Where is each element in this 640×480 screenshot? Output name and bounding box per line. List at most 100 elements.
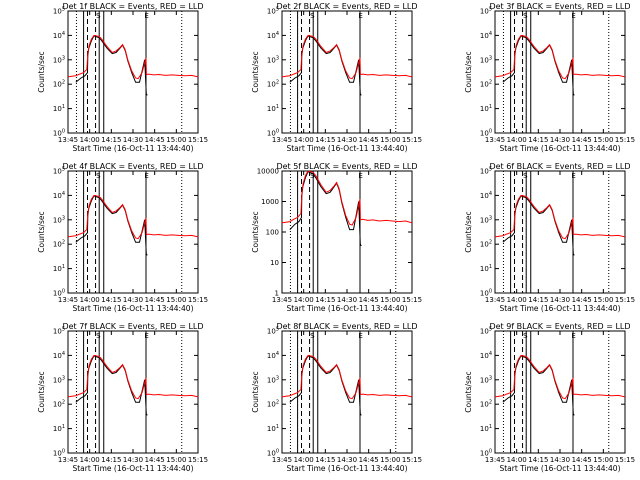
x-tick-label: 15:00 <box>593 136 613 144</box>
chart-title: Det 7f BLACK = Events, RED = LLD <box>62 322 203 331</box>
marker-label: E <box>571 332 575 340</box>
y-tick-label: 100 <box>267 129 279 138</box>
x-tick-label: 15:00 <box>166 296 186 304</box>
x-tick-label: 13:45 <box>58 456 78 464</box>
marker-label: E <box>358 172 362 180</box>
x-axis-label: Start Time (16-Oct-11 13:44:40) <box>499 304 620 313</box>
x-tick-label: 14:15 <box>528 296 548 304</box>
x-tick-label: 15:15 <box>615 136 635 144</box>
plot-area <box>495 331 625 453</box>
y-tick-label: 100 <box>480 449 492 458</box>
x-tick-label: 14:00 <box>294 296 314 304</box>
plot-area <box>68 331 198 453</box>
y-tick-label: 102 <box>267 400 279 409</box>
y-tick-label: 103 <box>267 55 279 64</box>
y-tick-label: 105 <box>53 327 65 336</box>
x-axis-label: Start Time (16-Oct-11 13:44:40) <box>499 464 620 473</box>
x-tick-label: 14:30 <box>123 456 143 464</box>
y-tick-label: 105 <box>480 327 492 336</box>
x-tick-label: 14:00 <box>80 456 100 464</box>
x-tick-label: 14:30 <box>550 136 570 144</box>
y-tick-label: 10 <box>270 259 279 267</box>
series-line-lld <box>495 194 625 240</box>
chart-title: Det 8f BLACK = Events, RED = LLD <box>276 322 417 331</box>
y-tick-label: 101 <box>267 424 279 433</box>
series-line-events <box>289 171 362 247</box>
y-tick-label: 105 <box>480 7 492 16</box>
x-tick-label: 14:00 <box>294 136 314 144</box>
y-tick-label: 105 <box>53 7 65 16</box>
marker-label: S <box>523 332 528 340</box>
plot-area <box>68 11 198 133</box>
y-tick-label: 104 <box>480 351 492 360</box>
y-tick-label: 100 <box>53 449 65 458</box>
x-tick-label: 15:00 <box>380 456 400 464</box>
y-axis-label: Counts/sec <box>464 371 473 412</box>
series-line-lld <box>282 354 412 400</box>
x-tick-label: 13:45 <box>272 296 292 304</box>
series-line-events <box>502 195 575 256</box>
x-tick-label: 13:45 <box>272 136 292 144</box>
y-tick-label: 105 <box>480 167 492 176</box>
x-tick-label: 15:00 <box>593 296 613 304</box>
y-axis-label: Counts/sec <box>251 51 260 92</box>
x-tick-label: 14:15 <box>101 296 121 304</box>
y-tick-label: 100 <box>53 289 65 298</box>
x-tick-label: 14:00 <box>294 456 314 464</box>
y-tick-label: 105 <box>53 167 65 176</box>
x-tick-label: 14:15 <box>315 136 335 144</box>
plot-area <box>495 11 625 133</box>
x-tick-label: 13:45 <box>485 456 505 464</box>
y-tick-label: 101 <box>267 104 279 113</box>
y-axis-label: Counts/sec <box>251 371 260 412</box>
x-tick-label: 14:00 <box>80 296 100 304</box>
x-axis-label: Start Time (16-Oct-11 13:44:40) <box>72 144 193 153</box>
marker-label: S <box>523 12 528 20</box>
y-tick-label: 104 <box>53 191 65 200</box>
y-tick-label: 101 <box>53 264 65 273</box>
marker-label: S <box>96 332 101 340</box>
marker-label: E <box>144 12 148 20</box>
series-line-events <box>289 355 362 416</box>
chart-title: Det 2f BLACK = Events, RED = LLD <box>276 2 417 11</box>
y-tick-label: 102 <box>53 240 65 249</box>
y-tick-label: 101 <box>53 424 65 433</box>
y-axis-label: Counts/sec <box>464 211 473 252</box>
y-tick-label: 102 <box>480 240 492 249</box>
x-tick-label: 15:15 <box>402 136 422 144</box>
y-tick-label: 103 <box>53 215 65 224</box>
x-tick-label: 14:30 <box>550 456 570 464</box>
x-tick-label: 14:00 <box>507 296 527 304</box>
y-tick-label: 103 <box>480 215 492 224</box>
x-tick-label: 13:45 <box>485 136 505 144</box>
x-tick-label: 14:45 <box>359 456 379 464</box>
x-tick-label: 14:45 <box>145 456 165 464</box>
x-tick-label: 14:30 <box>337 296 357 304</box>
y-tick-label: 104 <box>53 351 65 360</box>
x-tick-label: 14:00 <box>507 456 527 464</box>
y-tick-label: 103 <box>480 55 492 64</box>
y-tick-label: 104 <box>53 31 65 40</box>
x-tick-label: 14:00 <box>80 136 100 144</box>
marker-label: S <box>310 12 315 20</box>
y-axis-label: Counts/sec <box>464 51 473 92</box>
x-tick-label: 15:15 <box>188 456 208 464</box>
x-tick-label: 14:45 <box>145 136 165 144</box>
marker-label: S <box>96 172 101 180</box>
y-tick-label: 102 <box>480 80 492 89</box>
marker-label: E <box>358 332 362 340</box>
series-line-lld <box>282 171 412 226</box>
y-tick-label: 105 <box>267 327 279 336</box>
series-line-events <box>502 35 575 96</box>
x-tick-label: 14:15 <box>528 136 548 144</box>
plot-area <box>282 171 412 293</box>
x-tick-label: 14:15 <box>101 456 121 464</box>
marker-label: S <box>310 172 315 180</box>
y-axis-label: Counts/sec <box>251 211 260 252</box>
marker-label: E <box>144 172 148 180</box>
